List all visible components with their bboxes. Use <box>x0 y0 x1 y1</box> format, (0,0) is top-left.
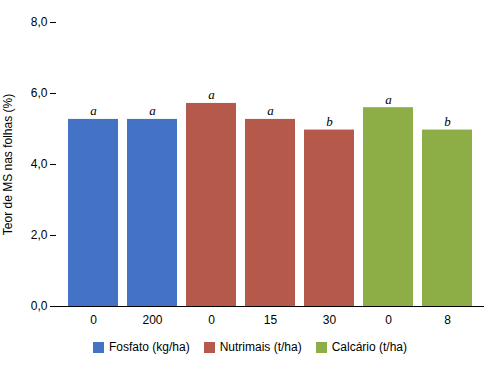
svg-text:0,0: 0,0 <box>31 299 48 313</box>
svg-text:a: a <box>267 103 274 118</box>
svg-text:Teor de MS nas folhas (%): Teor de MS nas folhas (%) <box>1 94 15 235</box>
svg-text:8,0: 8,0 <box>31 15 48 29</box>
svg-text:b: b <box>444 114 451 129</box>
svg-text:0: 0 <box>90 313 97 327</box>
svg-text:30: 30 <box>323 313 337 327</box>
svg-text:a: a <box>90 103 97 118</box>
svg-text:15: 15 <box>264 313 278 327</box>
svg-text:a: a <box>385 92 392 107</box>
html-text:Fosfato (kg/ha): Fosfato (kg/ha) <box>109 340 190 354</box>
svg-text:8: 8 <box>444 313 451 327</box>
svg-text:0: 0 <box>385 313 392 327</box>
svg-text:4,0: 4,0 <box>31 157 48 171</box>
svg-text:200: 200 <box>142 313 162 327</box>
svg-text:a: a <box>208 87 215 102</box>
svg-text:0: 0 <box>208 313 215 327</box>
html-text:Calcário (t/ha): Calcário (t/ha) <box>331 340 407 354</box>
svg-text:6,0: 6,0 <box>31 86 48 100</box>
svg-text:b: b <box>326 114 333 129</box>
html-text:Nutrimais (t/ha): Nutrimais (t/ha) <box>219 340 302 354</box>
svg-text:2,0: 2,0 <box>31 228 48 242</box>
svg-text:a: a <box>149 103 156 118</box>
